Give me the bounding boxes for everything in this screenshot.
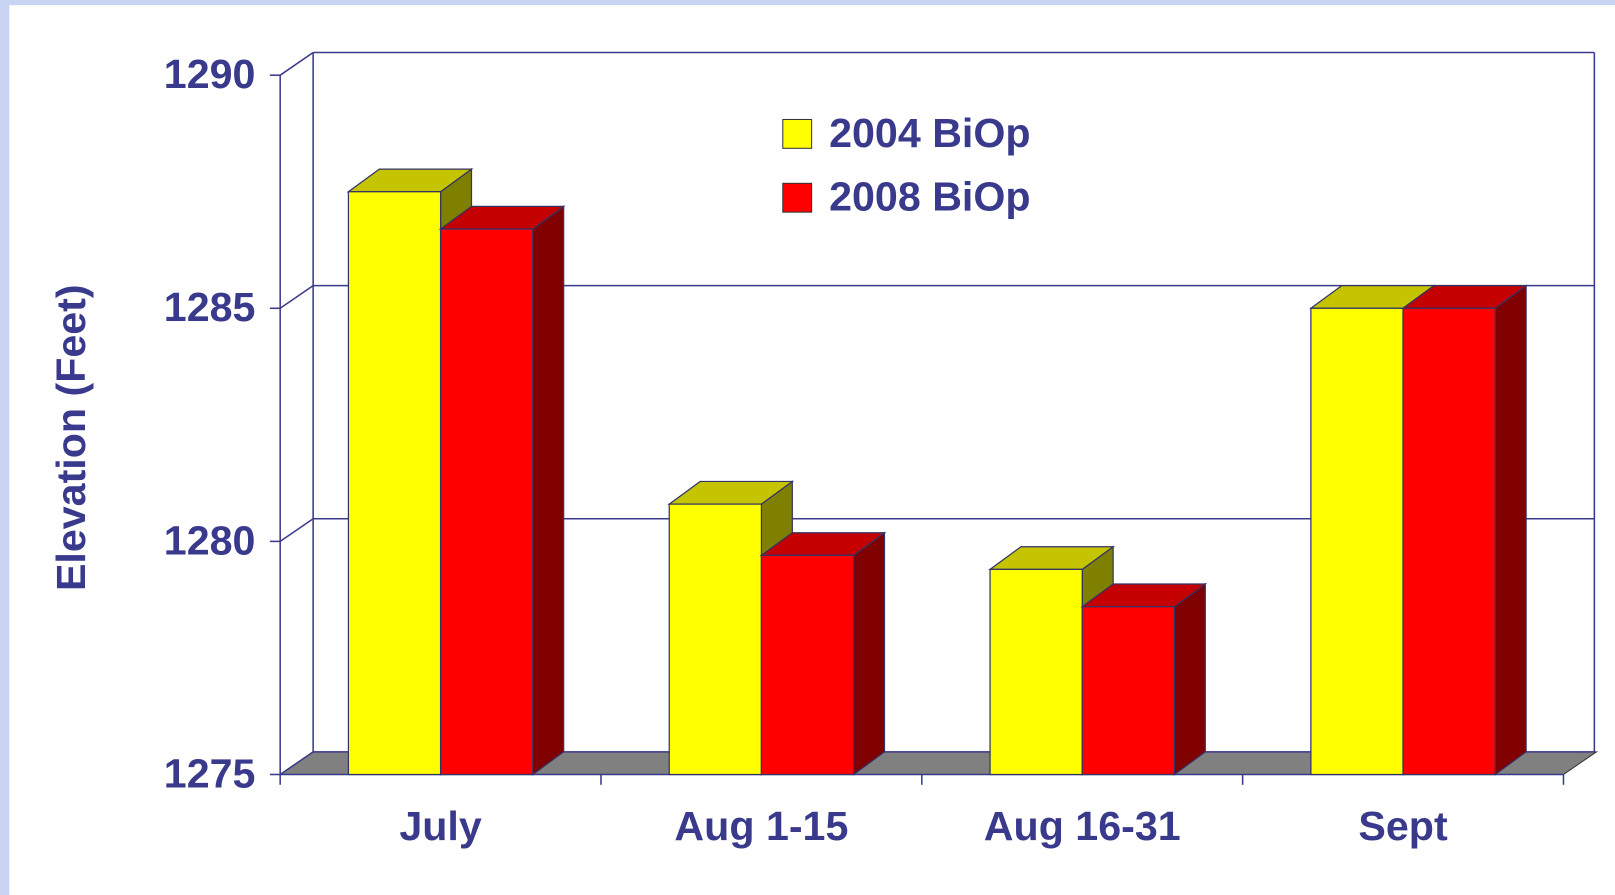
legend-label: 2004 BiOp [829,110,1030,156]
y-tick-label: 1280 [164,517,256,563]
bar [347,191,442,776]
y-tick-connector [279,518,314,543]
y-axis-title: Elevation (Feet) [48,284,94,591]
bar [439,228,534,776]
legend-swatch [782,118,813,149]
x-tick-label: July [399,803,482,849]
bar-side [1173,582,1206,776]
y-tick-label: 1285 [164,284,256,330]
x-tick-label: Aug 16-31 [984,803,1181,849]
bar-side [1494,284,1527,776]
legend-swatch [782,182,813,213]
x-tick-label: Aug 1-15 [674,803,848,849]
y-tick-connector [279,51,314,76]
bar [1310,307,1404,776]
y-tick-label: 1275 [164,750,256,796]
y-tick-connector [279,284,314,309]
bar-side [852,531,886,776]
legend-label: 2008 BiOp [829,174,1030,220]
bar-side [532,205,565,776]
bar [668,503,763,776]
frame-left [0,0,10,895]
y-tick-connector [279,751,314,776]
x-tick-label: Sept [1358,803,1448,849]
bar [1081,606,1176,776]
bar [760,554,855,776]
y-tick-label: 1290 [164,51,256,97]
bar [989,568,1083,776]
bar [1402,307,1496,776]
frame-top [0,0,1615,6]
